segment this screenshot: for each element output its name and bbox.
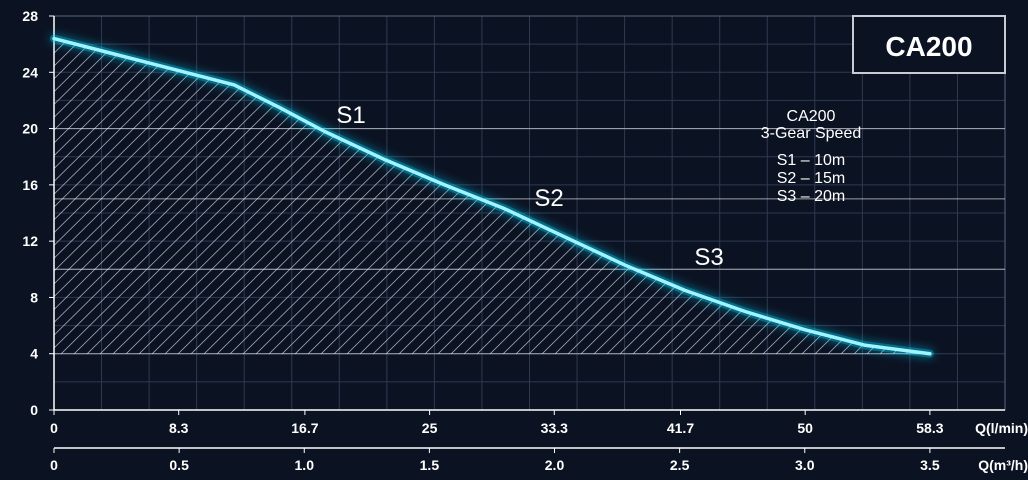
hatch-line <box>54 38 399 354</box>
y-tick-label: 0 <box>30 402 38 418</box>
hatch-line <box>54 38 412 354</box>
legend-line: S2 – 15m <box>777 170 845 187</box>
hatch-line <box>240 38 672 354</box>
y-tick-label: 20 <box>22 121 38 137</box>
legend-line: S1 – 10m <box>777 152 845 169</box>
hatch-line <box>54 38 464 354</box>
hatch-line <box>760 38 930 354</box>
hatch-line <box>54 38 438 354</box>
hatch-line <box>54 38 256 354</box>
y-tick-label: 16 <box>22 177 38 193</box>
legend-line: CA200 <box>787 108 836 125</box>
hatch-line <box>54 38 87 354</box>
performance-curve <box>50 34 934 358</box>
hatch-line <box>54 38 191 354</box>
x-tick-label: 33.3 <box>541 420 568 436</box>
curve-line <box>52 36 932 356</box>
speed-label-s2: S2 <box>534 185 563 212</box>
hatch-line <box>461 38 893 354</box>
hatch-line <box>1021 0 1028 420</box>
x-axis-unit-primary: Q(l/min) <box>975 420 1028 436</box>
hatch-line <box>786 38 930 354</box>
x-tick-label: 0 <box>50 420 58 436</box>
hatch-line <box>54 38 347 354</box>
hatch-line <box>0 0 47 420</box>
x2-tick-label: 3.5 <box>920 457 940 473</box>
hatch-line <box>110 38 542 354</box>
hatch-line <box>305 38 737 354</box>
hatch-line <box>58 38 490 354</box>
hatch-line <box>747 38 930 354</box>
x2-tick-label: 2.0 <box>545 457 565 473</box>
hatch-line <box>422 38 854 354</box>
y-tick-label: 12 <box>22 233 38 249</box>
x-tick-label: 58.3 <box>916 420 943 436</box>
x2-tick-label: 3.0 <box>795 457 815 473</box>
hatch-line <box>396 38 828 354</box>
hatch-line <box>0 0 34 420</box>
x-tick-label: 25 <box>422 420 438 436</box>
hatch-line <box>253 38 685 354</box>
hatch-line <box>773 38 930 354</box>
hatch-line <box>201 38 633 354</box>
hatch-line <box>734 38 930 354</box>
hatch-line <box>162 38 594 354</box>
y-tick-label: 8 <box>30 289 38 305</box>
hatch-line <box>54 38 126 354</box>
x2-tick-label: 0 <box>50 457 58 473</box>
hatch-line <box>54 38 204 354</box>
hatch-line <box>357 38 789 354</box>
x2-tick-label: 1.0 <box>295 457 315 473</box>
axes: 0 4 8 12 16 20 24 28 0 8.3 16.7 25 33.3 41.7 50 58.3 Q(l… <box>22 8 1028 473</box>
hatch-line <box>54 38 477 354</box>
legend-line: 3-Gear Speed <box>761 125 862 142</box>
y-tick-label: 4 <box>30 346 38 362</box>
hatch-line <box>0 0 21 420</box>
hatch-line <box>370 38 802 354</box>
hatch-line <box>54 38 152 354</box>
model-badge: CA200 <box>885 31 972 62</box>
hatch-line <box>54 38 139 354</box>
hatch-line <box>214 38 646 354</box>
y-tick-label: 28 <box>22 8 38 24</box>
hatch-line <box>54 38 178 354</box>
x-tick-label: 41.7 <box>667 420 694 436</box>
x2-tick-label: 0.5 <box>169 457 189 473</box>
legend-line: S3 – 20m <box>777 188 845 205</box>
x2-tick-label: 2.5 <box>670 457 690 473</box>
hatch-line <box>721 38 930 354</box>
hatch-line <box>54 38 373 354</box>
hatch-line <box>54 38 217 354</box>
speed-label-s1: S1 <box>336 102 365 129</box>
hatch-line <box>1008 0 1028 420</box>
hatch-line <box>54 38 386 354</box>
speed-level-lines <box>54 128 1005 355</box>
hatch-line <box>54 38 165 354</box>
hatch-line <box>383 38 815 354</box>
x-tick-label: 8.3 <box>169 420 189 436</box>
hatch-line <box>227 38 659 354</box>
hatch-line <box>279 38 711 354</box>
hatch-line <box>54 38 100 354</box>
hatch-line <box>54 38 113 354</box>
x-axis-unit-secondary: Q(m³/h) <box>978 457 1028 473</box>
model-badge-box <box>852 15 1006 74</box>
speed-label-s3: S3 <box>694 244 723 271</box>
y-tick-label: 24 <box>22 64 38 80</box>
x-tick-label: 50 <box>797 420 813 436</box>
hatch-line <box>0 0 8 420</box>
x-tick-label: 16.7 <box>291 420 318 436</box>
x2-tick-label: 1.5 <box>420 457 440 473</box>
hatch-line <box>54 38 451 354</box>
hatch-line <box>54 38 334 354</box>
